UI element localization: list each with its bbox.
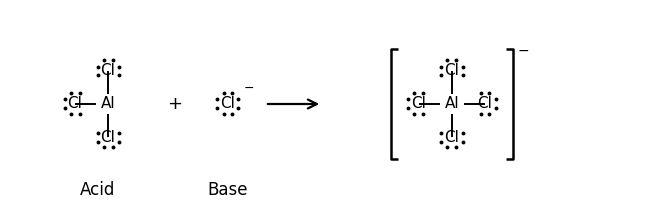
Text: Cl: Cl xyxy=(68,97,83,111)
Text: Cl: Cl xyxy=(411,97,426,111)
Text: Cl: Cl xyxy=(101,64,116,79)
Text: Al: Al xyxy=(445,97,460,111)
Text: Cl: Cl xyxy=(220,97,235,111)
Text: Cl: Cl xyxy=(478,97,493,111)
Text: Cl: Cl xyxy=(101,130,116,144)
Text: −: − xyxy=(518,44,530,58)
Text: −: − xyxy=(244,82,254,95)
Text: Al: Al xyxy=(101,97,115,111)
Text: +: + xyxy=(168,95,183,113)
Text: Cl: Cl xyxy=(445,64,460,79)
Text: Acid: Acid xyxy=(81,181,116,199)
Text: Cl: Cl xyxy=(445,130,460,144)
Text: Base: Base xyxy=(208,181,248,199)
